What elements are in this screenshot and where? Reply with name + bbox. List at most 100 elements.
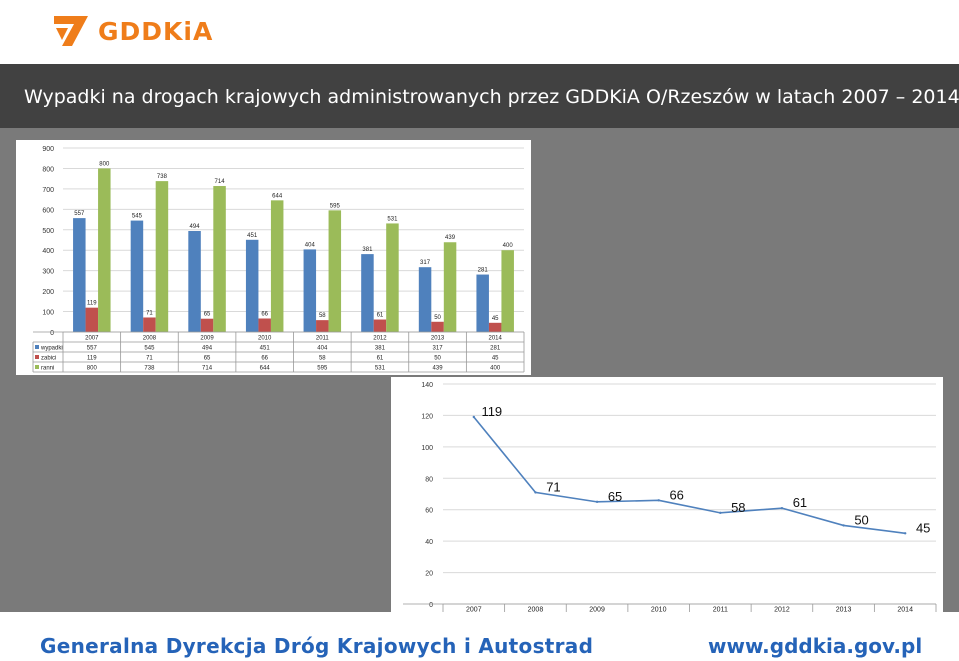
y-tick-label: 120 — [421, 413, 433, 420]
data-label: 738 — [157, 174, 168, 180]
data-label: 50 — [434, 315, 441, 321]
data-label: 61 — [377, 313, 384, 319]
x-tick-label: 2010 — [651, 607, 667, 614]
y-tick-label: 700 — [42, 187, 54, 194]
legend-entry: ranni — [41, 366, 54, 372]
data-label: 317 — [420, 260, 431, 266]
bar-zabici — [373, 319, 387, 332]
table-value: 714 — [202, 366, 213, 372]
data-label: 644 — [272, 193, 283, 199]
bar-wypadki — [303, 249, 317, 332]
table-value: 800 — [87, 366, 98, 372]
y-tick-label: 140 — [421, 382, 433, 389]
y-tick-label: 400 — [42, 248, 54, 255]
x-tick-label: 2014 — [489, 336, 503, 342]
gddkia-logo: GDDKiA — [52, 14, 213, 48]
data-point — [534, 491, 537, 494]
data-label: 800 — [99, 161, 110, 167]
data-label: 58 — [731, 500, 745, 515]
bar-zabici — [143, 317, 156, 332]
data-label: 61 — [793, 495, 807, 510]
bar-wypadki — [188, 231, 201, 332]
data-label: 71 — [146, 310, 153, 316]
table-value: 545 — [144, 346, 155, 352]
x-tick-label: 2012 — [373, 336, 387, 342]
table-value: 317 — [433, 346, 444, 352]
bar-ranni — [213, 186, 226, 332]
data-point — [719, 511, 722, 515]
table-value: 281 — [490, 346, 501, 352]
table-value: 595 — [317, 366, 328, 372]
data-label: 119 — [87, 301, 97, 307]
x-tick-label: 2011 — [713, 607, 728, 614]
data-point — [780, 506, 784, 510]
y-tick-label: 900 — [42, 146, 54, 153]
data-label: 71 — [546, 479, 560, 494]
x-tick-label: 2008 — [528, 607, 544, 614]
data-label: 557 — [74, 211, 85, 217]
data-label: 545 — [132, 214, 143, 220]
page-title: Wypadki na drogach krajowych administrow… — [24, 86, 959, 108]
y-tick-label: 0 — [50, 330, 54, 337]
table-value: 404 — [317, 346, 328, 352]
series-line-zabici — [473, 416, 906, 535]
x-tick-label: 2014 — [897, 607, 913, 614]
table-value: 45 — [492, 356, 499, 362]
table-value: 65 — [204, 356, 211, 362]
table-value: 119 — [87, 356, 97, 362]
x-tick-label: 2013 — [836, 607, 852, 614]
bar-ranni — [443, 242, 457, 332]
data-label: 45 — [916, 520, 930, 535]
bar-ranni — [501, 250, 514, 332]
bar-zabici — [258, 318, 271, 332]
bar-wypadki — [476, 274, 489, 332]
data-label: 119 — [481, 404, 502, 419]
data-label: 58 — [319, 313, 326, 319]
x-tick-label: 2011 — [316, 336, 330, 342]
bar-wypadki — [245, 239, 259, 332]
data-label: 494 — [190, 224, 201, 230]
bar-ranni — [386, 223, 399, 332]
y-tick-label: 600 — [42, 207, 54, 214]
data-label: 65 — [608, 489, 622, 504]
bar-ranni — [270, 200, 284, 332]
data-label: 404 — [305, 242, 316, 248]
bar-wypadki — [73, 218, 86, 332]
y-tick-label: 100 — [421, 445, 433, 452]
table-value: 66 — [261, 356, 268, 362]
footer — [0, 612, 959, 661]
bar-wypadki — [361, 254, 374, 332]
bar-chart: 0 100 200 300 400 500 600 700 800 900 557 119 800 545… — [32, 146, 525, 373]
table-value: 451 — [260, 346, 271, 352]
table-value: 61 — [377, 356, 384, 362]
y-tick-label: 500 — [42, 228, 54, 235]
data-point — [472, 415, 476, 419]
data-label: 281 — [478, 268, 489, 274]
bar-wypadki — [418, 267, 432, 332]
line-chart: 0 20 40 60 80 100 120 140 119 71 65 66 58 61 50 45 2007 2… — [402, 382, 937, 626]
data-label: 66 — [261, 312, 268, 318]
table-value: 400 — [490, 366, 501, 372]
x-tick-label: 2010 — [258, 336, 272, 342]
table-value: 71 — [146, 356, 153, 362]
data-label: 381 — [362, 247, 373, 253]
y-tick-label: 40 — [425, 539, 433, 546]
data-label: 531 — [387, 216, 398, 222]
x-tick-label: 2013 — [431, 336, 445, 342]
table-value: 381 — [375, 346, 386, 352]
data-point — [903, 532, 907, 535]
bar-zabici — [85, 307, 99, 332]
bar-ranni — [98, 168, 111, 332]
header: GDDKiA — [0, 0, 959, 64]
data-point — [842, 524, 845, 527]
footer-website-link[interactable]: www.gddkia.gov.pl — [708, 634, 923, 658]
legend-entry: zabici — [41, 356, 56, 362]
legend-swatch-zabici — [35, 355, 39, 359]
y-tick-label: 60 — [425, 508, 433, 515]
bar-ranni — [328, 210, 342, 332]
footer-organization: Generalna Dyrekcja Dróg Krajowych i Auto… — [40, 634, 594, 658]
data-label: 400 — [503, 243, 514, 249]
legend-entry: wypadki — [40, 346, 63, 352]
table-value: 644 — [260, 366, 271, 372]
data-label: 714 — [215, 179, 226, 185]
